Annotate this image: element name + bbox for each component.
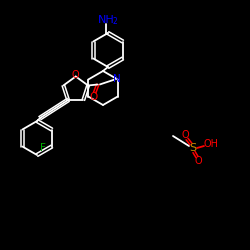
- Text: OH: OH: [204, 139, 218, 149]
- Text: O: O: [194, 156, 202, 166]
- Text: F: F: [40, 142, 46, 152]
- Text: O: O: [72, 70, 80, 81]
- Text: 2: 2: [112, 18, 117, 26]
- Text: O: O: [90, 92, 98, 102]
- Text: N: N: [113, 74, 120, 85]
- Text: NH: NH: [98, 15, 114, 25]
- Text: O: O: [181, 130, 189, 140]
- Text: S: S: [190, 143, 196, 153]
